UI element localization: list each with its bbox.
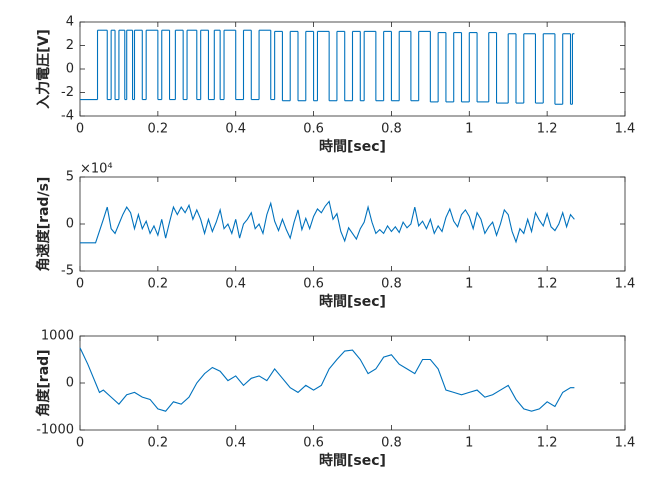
x-tick-label: 0.8 [381,122,402,137]
y-tick-label: 0 [66,62,74,77]
x-tick-label: 1.2 [537,277,558,292]
data-line [80,200,575,244]
x-axis-label: 時間[sec] [319,293,386,310]
y-axis-label: 角度[rad] [35,349,52,416]
subplot: 0 0.2 0.4 0.6 0.8 1 1.2 1.4-100001000時間[sec]角度[… [35,329,635,470]
axes-box [79,176,626,272]
x-tick-label: 1 [465,277,473,292]
x-tick-label: 1.2 [537,436,558,451]
y-tick-label: 4 [66,15,74,30]
y-axis-label: 入力電圧[V] [35,29,52,109]
x-tick-label: 1 [465,436,473,451]
subplot: 0 0.2 0.4 0.6 0.8 1 1.2 1.4 -4 -2 0 2 4 時間[sec] 入力電圧[V… [35,15,635,156]
x-tick-label: 0.2 [148,277,169,292]
x-tick-label: 0.6 [303,277,324,292]
y-tick-label: -4 [61,109,74,124]
x-tick-label: 0.2 [148,122,169,137]
y-tick-label: -1000 [36,423,74,438]
y-tick-label: -2 [61,85,74,100]
x-tick-label: 1.2 [537,122,558,137]
x-tick-label: 0 [76,277,84,292]
x-tick-label: 0 [76,436,84,451]
x-tick-label: 0.4 [225,277,246,292]
x-tick-label: 0.8 [381,436,402,451]
y-tick-label: -5 [61,264,74,279]
x-tick-label: 1 [465,122,473,137]
x-tick-label: 1.4 [615,436,636,451]
x-tick-label: 0.6 [303,436,324,451]
x-tick-label: 1.4 [615,122,636,137]
x-tick-label: 0.8 [381,277,402,292]
y-tick-label: 0 [66,217,74,232]
x-tick-label: 0 [76,122,84,137]
y-axis-label: 角速度[rad/s] [35,177,52,272]
y-tick-label: 0 [66,376,74,391]
x-tick-label: 0.2 [148,436,169,451]
x-axis-label: 時間[sec] [319,138,386,155]
x-axis-label: 時間[sec] [319,452,386,469]
data-line [79,347,575,412]
x-tick-label: 0.4 [225,122,246,137]
y-tick-label: 5 [66,170,74,185]
x-tick-label: 1.4 [615,277,636,292]
y-exponent: ×10⁴ [80,162,113,177]
y-tick-label: 1000 [41,329,74,344]
x-tick-label: 0.4 [225,436,246,451]
subplot: 0 0.2 0.4 0.6 0.8 1 1.2 1.4-505時間[sec]角速度[rad/s… [35,162,635,311]
x-tick-label: 0.6 [303,122,324,137]
y-tick-label: 2 [66,38,74,53]
